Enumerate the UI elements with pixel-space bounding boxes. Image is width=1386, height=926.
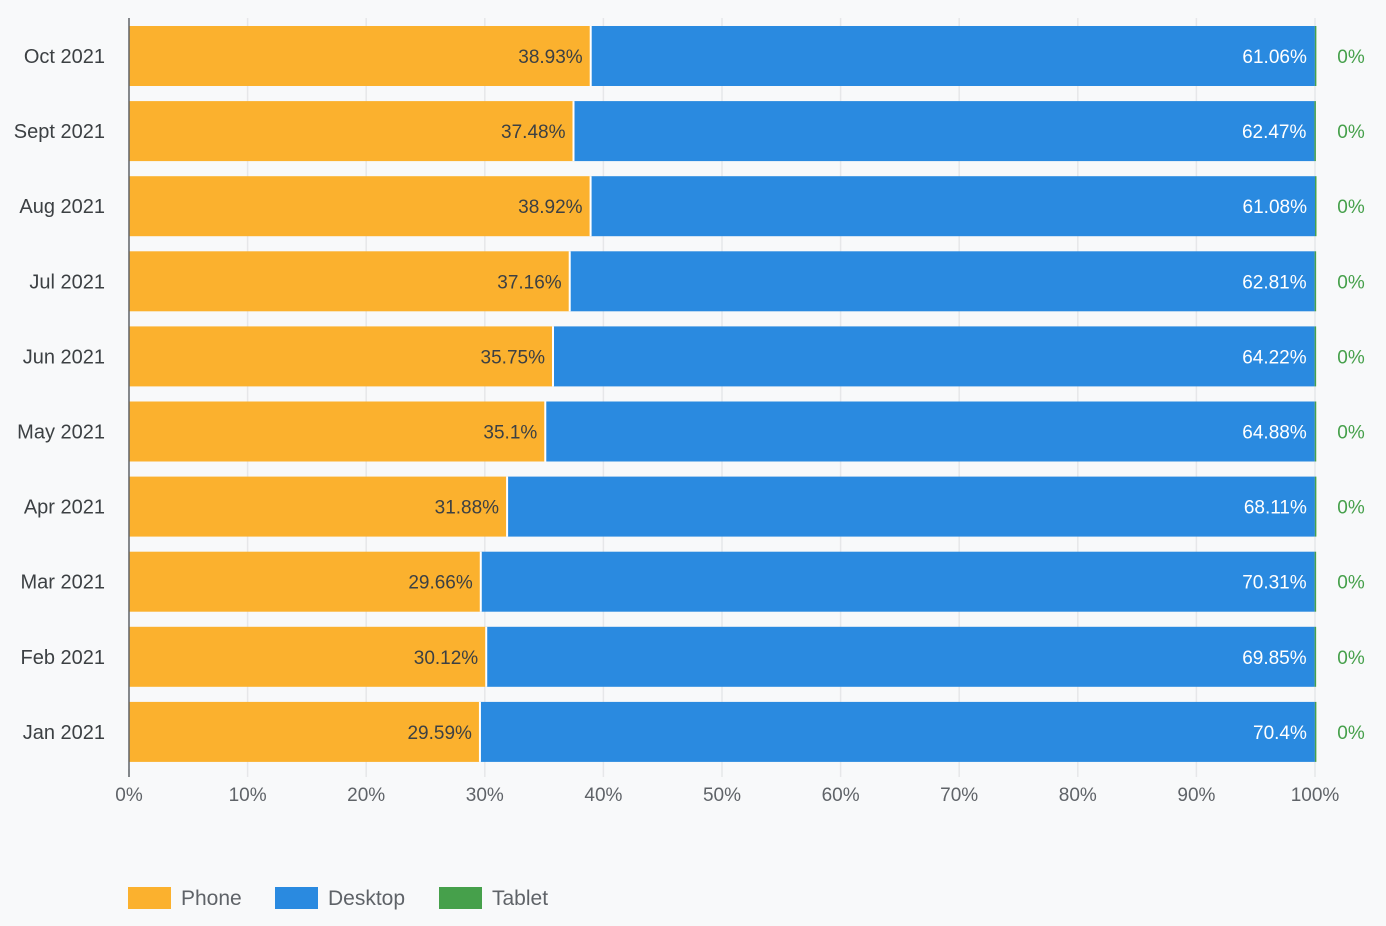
phone-bar <box>129 26 591 86</box>
phone-bar <box>129 326 553 387</box>
tablet-bar <box>1314 401 1317 462</box>
legend-label-desktop[interactable]: Desktop <box>328 887 405 910</box>
x-tick-label: 10% <box>229 785 267 806</box>
tablet-data-label: 0% <box>1337 347 1365 368</box>
tablet-bar <box>1314 476 1317 537</box>
desktop-bar <box>479 701 1315 762</box>
x-tick-label: 100% <box>1291 785 1340 806</box>
category-label: Feb 2021 <box>20 647 105 669</box>
x-tick-label: 30% <box>466 785 504 806</box>
legend-label-phone[interactable]: Phone <box>181 887 242 910</box>
x-tick-label: 70% <box>940 785 978 806</box>
phone-data-label: 35.75% <box>481 347 546 368</box>
tablet-data-label: 0% <box>1337 498 1365 519</box>
category-label: Sept 2021 <box>14 121 105 143</box>
desktop-bar <box>573 101 1315 162</box>
phone-data-label: 38.93% <box>518 47 583 68</box>
phone-data-label: 37.16% <box>497 272 562 293</box>
phone-bar <box>129 401 546 462</box>
tablet-data-label: 0% <box>1337 573 1365 594</box>
tablet-bar <box>1314 551 1317 612</box>
x-tick-label: 90% <box>1177 785 1215 806</box>
tablet-bar <box>1314 101 1316 162</box>
tablet-data-label: 0% <box>1337 272 1365 293</box>
phone-bar <box>129 176 591 237</box>
desktop-data-label: 70.4% <box>1253 723 1307 744</box>
category-label: Jun 2021 <box>23 346 105 368</box>
x-tick-label: 0% <box>115 785 143 806</box>
tablet-data-label: 0% <box>1337 47 1365 68</box>
tablet-bar <box>1314 626 1317 687</box>
desktop-bar <box>507 476 1315 537</box>
phone-bar <box>129 551 481 612</box>
desktop-data-label: 62.81% <box>1242 272 1307 293</box>
tablet-data-label: 0% <box>1337 197 1365 218</box>
desktop-data-label: 61.06% <box>1242 47 1307 68</box>
category-label: Oct 2021 <box>24 46 105 68</box>
phone-data-label: 37.48% <box>501 122 566 143</box>
legend-label-tablet[interactable]: Tablet <box>492 887 548 910</box>
category-label: Apr 2021 <box>24 497 105 519</box>
tablet-data-label: 0% <box>1337 423 1365 444</box>
desktop-data-label: 69.85% <box>1242 648 1307 669</box>
desktop-bar <box>552 326 1315 387</box>
phone-bar <box>129 626 487 687</box>
tablet-data-label: 0% <box>1337 723 1365 744</box>
tablet-bar <box>1314 701 1317 762</box>
phone-bar <box>129 701 480 762</box>
tablet-bar <box>1314 251 1317 312</box>
category-label: May 2021 <box>17 422 105 444</box>
x-tick-label: 80% <box>1059 785 1097 806</box>
phone-data-label: 29.59% <box>407 723 472 744</box>
desktop-bar <box>545 401 1315 462</box>
phone-legend-swatch[interactable] <box>128 887 171 909</box>
desktop-data-label: 64.88% <box>1242 423 1307 444</box>
x-tick-label: 20% <box>347 785 385 806</box>
desktop-legend-swatch[interactable] <box>275 887 318 909</box>
tablet-data-label: 0% <box>1337 648 1365 669</box>
tablet-data-label: 0% <box>1337 122 1365 143</box>
phone-data-label: 38.92% <box>518 197 583 218</box>
phone-bar <box>129 251 570 312</box>
desktop-data-label: 62.47% <box>1242 122 1307 143</box>
phone-data-label: 31.88% <box>435 498 500 519</box>
category-label: Jan 2021 <box>23 722 105 744</box>
desktop-data-label: 61.08% <box>1243 197 1308 218</box>
desktop-bar <box>590 176 1315 237</box>
tablet-bar <box>1315 176 1317 237</box>
phone-data-label: 29.66% <box>408 573 473 594</box>
phone-data-label: 35.1% <box>483 423 537 444</box>
desktop-data-label: 68.11% <box>1244 498 1307 519</box>
tablet-bar <box>1314 326 1317 387</box>
desktop-bar <box>569 251 1315 312</box>
tablet-bar <box>1314 26 1317 86</box>
phone-data-label: 30.12% <box>414 648 479 669</box>
x-tick-label: 60% <box>822 785 860 806</box>
x-tick-label: 40% <box>584 785 622 806</box>
desktop-data-label: 70.31% <box>1242 573 1307 594</box>
x-tick-label: 50% <box>703 785 741 806</box>
desktop-data-label: 64.22% <box>1242 347 1307 368</box>
category-label: Aug 2021 <box>19 196 105 218</box>
phone-bar <box>129 476 508 537</box>
phone-bar <box>129 101 574 162</box>
category-label: Mar 2021 <box>21 572 106 594</box>
tablet-legend-swatch[interactable] <box>439 887 482 909</box>
desktop-bar <box>480 551 1315 612</box>
desktop-bar <box>590 26 1315 86</box>
desktop-bar <box>486 626 1315 687</box>
category-label: Jul 2021 <box>29 271 105 293</box>
